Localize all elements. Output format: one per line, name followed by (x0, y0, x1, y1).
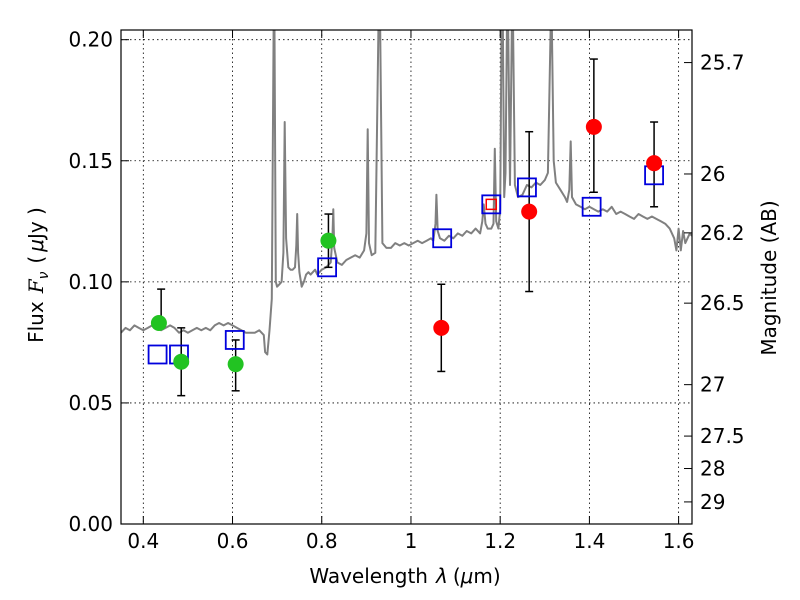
red-data-point (433, 319, 450, 336)
x-tick-label: 1.6 (663, 529, 695, 553)
y-tick-label: 0.10 (68, 270, 113, 294)
y2-tick-label: 26.5 (700, 291, 745, 315)
points-layer (147, 58, 664, 397)
y-tick-label: 0.15 (68, 149, 113, 173)
y-tick-label: 0.00 (68, 512, 113, 536)
red-data-point (585, 118, 602, 135)
x-tick-label: 1.2 (484, 529, 516, 553)
y2-tick-label: 27 (700, 373, 725, 397)
x-tick-label: 1.4 (573, 529, 605, 553)
green-data-point (227, 356, 244, 373)
y2-tick-label: 26 (700, 162, 725, 186)
x-tick-label: 1 (405, 529, 418, 553)
y2-axis-title: Magnitude (AB) (757, 200, 781, 355)
x-tick-label: 0.4 (127, 529, 159, 553)
y2-tick-label: 25.7 (700, 51, 745, 75)
y2-tick-label: 26.2 (700, 221, 745, 245)
model-square-marker (581, 196, 602, 217)
red-data-point (646, 155, 663, 172)
spectrum-line (121, 30, 692, 356)
x-tick-label: 0.6 (217, 529, 249, 553)
y2-tick-label: 29 (700, 490, 725, 514)
model-square-marker (432, 228, 453, 249)
model-square-marker (517, 177, 537, 198)
red-square-marker (485, 198, 498, 211)
model-square-marker (481, 194, 502, 215)
green-data-point (173, 353, 190, 370)
y-axis-title: FluxFν(μJy ) (24, 207, 52, 343)
green-data-point (150, 315, 167, 332)
grid (121, 30, 692, 525)
model-square-marker (224, 330, 245, 350)
green-data-point (320, 232, 337, 249)
red-data-point (521, 203, 538, 220)
model-square-marker (147, 344, 168, 365)
y2-tick-label: 28 (700, 457, 725, 481)
y2-tick-label: 27.5 (700, 424, 745, 448)
axes-frame (120, 29, 693, 525)
ticks-layer: 0.4 0.6 0.8 1 1.2 1.4 1.6 0.00 0.05 0.10 0.15 0.20 2… (68, 28, 744, 553)
y-tick-label: 0.05 (68, 391, 113, 415)
model-square-marker (317, 257, 337, 278)
y-tick-label: 0.20 (68, 28, 113, 52)
spectrum-layer (121, 30, 692, 356)
x-axis-title: Wavelength λ (μm) (309, 564, 500, 588)
x-tick-label: 0.8 (306, 529, 338, 553)
